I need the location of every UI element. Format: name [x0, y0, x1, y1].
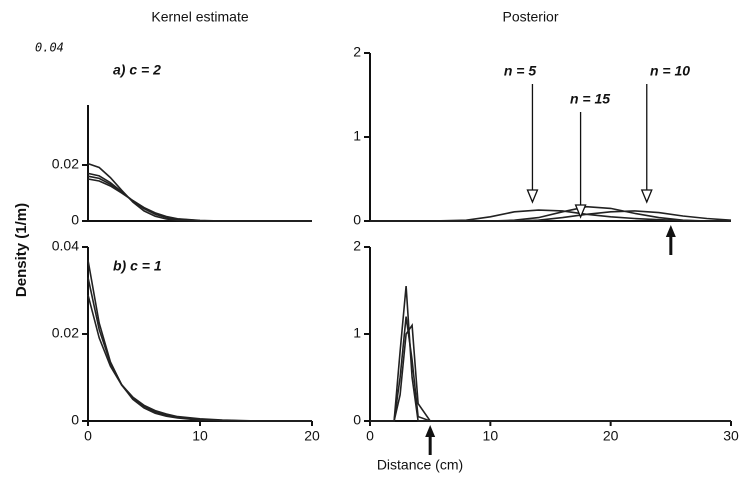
x-tick-label: 10 [483, 428, 499, 444]
curve [87, 259, 312, 422]
arrow-head [574, 204, 587, 219]
x-axis-label: Distance (cm) [377, 457, 463, 473]
panel-label: b) c = 1 [113, 258, 162, 274]
annotation: n = 15 [570, 91, 610, 107]
panel-title: Posterior [502, 9, 558, 25]
y-tick-label: 0.02 [52, 325, 79, 341]
curve [87, 277, 312, 422]
curve [370, 286, 731, 422]
x-tick-label: 20 [304, 428, 320, 444]
y-tick-label: 1 [353, 325, 361, 341]
y-tick-label: 0 [353, 412, 361, 428]
curve [87, 172, 312, 222]
panel-label: a) c = 2 [113, 62, 161, 78]
annotation: 0.04 [35, 41, 64, 55]
y-tick-label: 0 [353, 212, 361, 228]
curve [370, 322, 731, 422]
y-tick-label: 0.04 [52, 238, 79, 254]
y-tick-label: 0 [71, 212, 79, 228]
true-value-arrow [425, 425, 436, 455]
x-tick-label: 0 [366, 428, 374, 444]
arrow-head [526, 189, 539, 204]
y-tick-label: 2 [353, 238, 361, 254]
curve [87, 294, 312, 422]
annotation: n = 5 [504, 63, 537, 79]
y-axis-label: Density (1/m) [13, 203, 30, 297]
curve [370, 316, 731, 422]
curve [87, 175, 312, 222]
y-tick-label: 0 [71, 412, 79, 428]
y-tick-label: 1 [353, 128, 361, 144]
arrow-head [640, 189, 653, 204]
curve [370, 210, 732, 222]
x-tick-label: 0 [84, 428, 92, 444]
panel-title: Kernel estimate [151, 9, 248, 25]
x-tick-label: 30 [723, 428, 739, 444]
annotation: n = 10 [650, 63, 690, 79]
y-tick-label: 0.02 [52, 156, 79, 172]
x-tick-label: 20 [603, 428, 619, 444]
x-tick-label: 10 [192, 428, 208, 444]
curve [87, 178, 312, 222]
true-value-arrow [665, 225, 676, 255]
y-tick-label: 2 [353, 44, 361, 60]
